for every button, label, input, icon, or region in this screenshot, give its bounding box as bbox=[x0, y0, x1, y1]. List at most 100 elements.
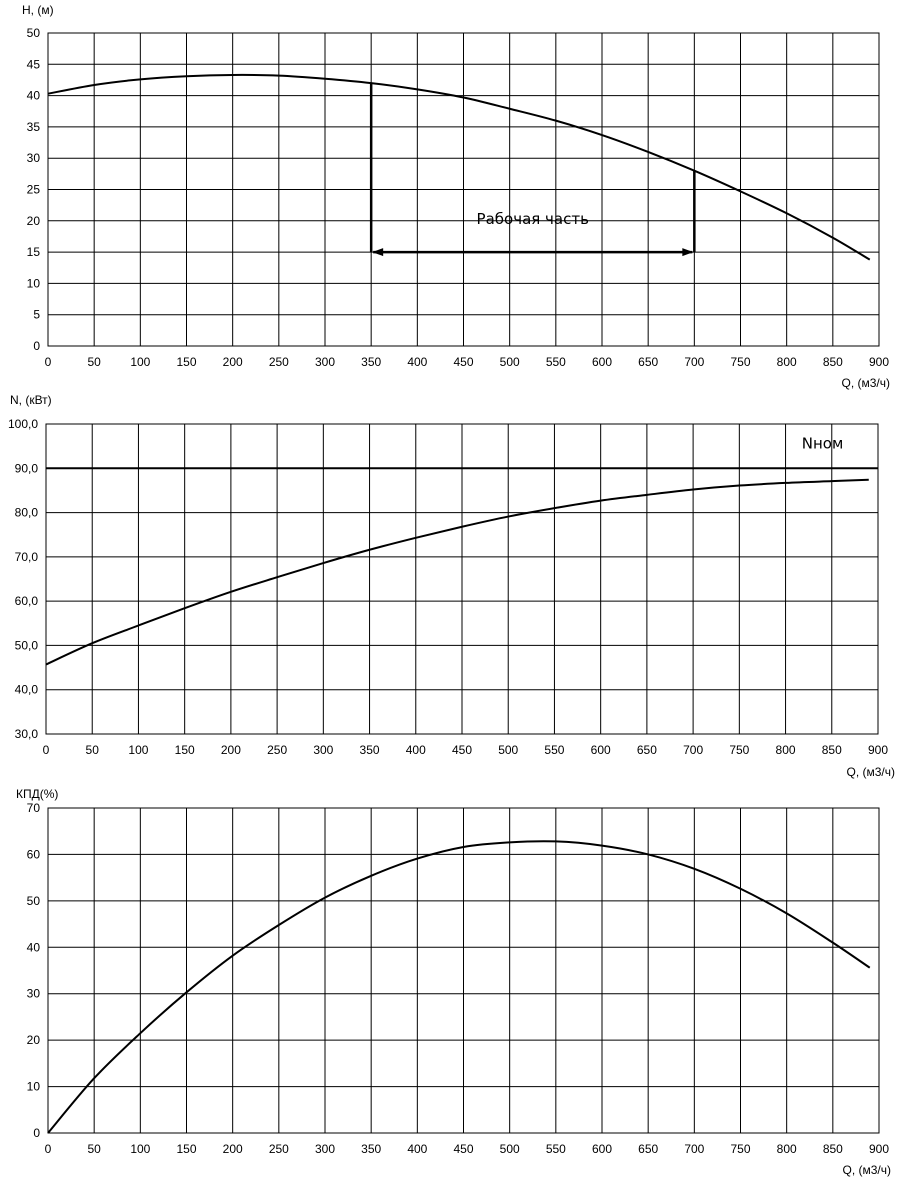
x-tick-label: 300 bbox=[315, 1142, 335, 1156]
plot-frame bbox=[45, 423, 879, 735]
x-tick-label: 800 bbox=[777, 355, 797, 369]
y-tick-label: 80,0 bbox=[15, 506, 39, 520]
x-tick-label: 650 bbox=[638, 355, 658, 369]
x-tick-label: 550 bbox=[546, 355, 566, 369]
annotation-label: Рабочая часть bbox=[477, 210, 589, 228]
x-tick-label: 600 bbox=[592, 355, 612, 369]
x-tick-label: 200 bbox=[223, 355, 243, 369]
x-tick-label: 800 bbox=[777, 1142, 797, 1156]
x-tick-label: 400 bbox=[406, 743, 426, 757]
x-tick-label: 700 bbox=[684, 355, 704, 369]
y-tick-label: 20 bbox=[27, 214, 41, 228]
annotation-label: Nном bbox=[802, 434, 844, 452]
y-tick-label: 15 bbox=[27, 245, 41, 259]
y-tick-label: 50,0 bbox=[15, 638, 39, 652]
x-tick-label: 150 bbox=[176, 1142, 196, 1156]
y-tick-label: 30,0 bbox=[15, 727, 39, 741]
x-tick-label: 250 bbox=[267, 743, 287, 757]
x-tick-label: 850 bbox=[823, 1142, 843, 1156]
y-tick-label: 10 bbox=[27, 276, 41, 290]
y-tick-label: 40 bbox=[27, 89, 41, 103]
x-tick-label: 100 bbox=[130, 1142, 150, 1156]
x-tick-label: 100 bbox=[128, 743, 148, 757]
chart-2: 0 50 100 150 200 250 300 350 400 450 500 550 600 650 7… bbox=[8, 393, 895, 779]
x-tick-label: 850 bbox=[823, 355, 843, 369]
x-axis-label: Q, (м3/ч) bbox=[842, 1163, 891, 1177]
y-tick-label: 50 bbox=[27, 894, 41, 908]
x-tick-label: 850 bbox=[822, 743, 842, 757]
y-tick-label: 20 bbox=[27, 1033, 41, 1047]
x-tick-label: 150 bbox=[176, 355, 196, 369]
series-line-N bbox=[45, 478, 869, 666]
x-tick-label: 450 bbox=[453, 355, 473, 369]
y-tick-label: 60,0 bbox=[15, 594, 39, 608]
x-tick-label: 900 bbox=[869, 1142, 889, 1156]
x-tick-label: 400 bbox=[407, 355, 427, 369]
x-tick-label: 750 bbox=[730, 355, 750, 369]
x-tick-label: 300 bbox=[315, 355, 335, 369]
x-tick-label: 900 bbox=[868, 743, 888, 757]
x-tick-label: 350 bbox=[360, 743, 380, 757]
arrow-head-left bbox=[372, 248, 384, 257]
y-tick-label: 35 bbox=[27, 120, 41, 134]
y-axis-label: N, (кВт) bbox=[10, 393, 52, 407]
x-tick-label: 600 bbox=[591, 743, 611, 757]
y-tick-label: 30 bbox=[27, 151, 41, 165]
x-tick-label: 550 bbox=[544, 743, 564, 757]
x-tick-label: 500 bbox=[500, 1142, 520, 1156]
plot-frame bbox=[47, 32, 880, 347]
y-tick-label: 70 bbox=[27, 801, 41, 815]
y-tick-label: 10 bbox=[27, 1080, 41, 1094]
x-tick-label: 750 bbox=[730, 1142, 750, 1156]
x-tick-label: 0 bbox=[45, 355, 52, 369]
plot-frame bbox=[47, 807, 880, 1134]
x-tick-label: 200 bbox=[221, 743, 241, 757]
x-axis-label: Q, (м3/ч) bbox=[846, 765, 895, 779]
x-tick-label: 350 bbox=[361, 355, 381, 369]
y-tick-label: 70,0 bbox=[15, 550, 39, 564]
y-axis-label: КПД(%) bbox=[16, 787, 58, 801]
x-axis-label: Q, (м3/ч) bbox=[841, 376, 890, 390]
x-tick-label: 0 bbox=[43, 743, 50, 757]
series-line-КПД bbox=[47, 840, 871, 1134]
x-tick-label: 300 bbox=[313, 743, 333, 757]
y-tick-label: 50 bbox=[27, 26, 41, 40]
chart-1: 0 50 100 150 200 250 300 350 400 450 500 550 600 650 7… bbox=[22, 3, 890, 390]
x-tick-label: 650 bbox=[638, 1142, 658, 1156]
x-tick-label: 100 bbox=[130, 355, 150, 369]
x-tick-label: 50 bbox=[86, 743, 100, 757]
y-tick-label: 25 bbox=[27, 183, 41, 197]
x-tick-label: 800 bbox=[776, 743, 796, 757]
x-tick-label: 550 bbox=[546, 1142, 566, 1156]
x-tick-label: 50 bbox=[87, 1142, 101, 1156]
x-tick-label: 700 bbox=[683, 743, 703, 757]
x-tick-label: 700 bbox=[684, 1142, 704, 1156]
y-tick-label: 45 bbox=[27, 57, 41, 71]
x-tick-label: 600 bbox=[592, 1142, 612, 1156]
chart-3: 0 50 100 150 200 250 300 350 400 450 500 550 600 650 7… bbox=[16, 787, 891, 1177]
x-tick-label: 500 bbox=[498, 743, 518, 757]
y-tick-label: 90,0 bbox=[15, 461, 39, 475]
arrow-head-right bbox=[682, 248, 694, 257]
x-tick-label: 50 bbox=[87, 355, 101, 369]
x-tick-label: 150 bbox=[175, 743, 195, 757]
y-tick-label: 40 bbox=[27, 940, 41, 954]
y-axis-label: H, (м) bbox=[22, 3, 54, 17]
y-tick-label: 40,0 bbox=[15, 683, 39, 697]
y-tick-label: 5 bbox=[33, 308, 40, 322]
series-line-H bbox=[47, 73, 871, 261]
x-tick-label: 500 bbox=[500, 355, 520, 369]
x-tick-label: 0 bbox=[45, 1142, 52, 1156]
x-tick-label: 400 bbox=[407, 1142, 427, 1156]
x-tick-label: 750 bbox=[729, 743, 749, 757]
x-tick-label: 200 bbox=[223, 1142, 243, 1156]
x-tick-label: 900 bbox=[869, 355, 889, 369]
x-tick-label: 450 bbox=[452, 743, 472, 757]
x-tick-label: 450 bbox=[453, 1142, 473, 1156]
x-tick-label: 250 bbox=[269, 1142, 289, 1156]
y-tick-label: 0 bbox=[33, 339, 40, 353]
x-tick-label: 350 bbox=[361, 1142, 381, 1156]
x-tick-label: 650 bbox=[637, 743, 657, 757]
y-tick-label: 30 bbox=[27, 987, 41, 1001]
